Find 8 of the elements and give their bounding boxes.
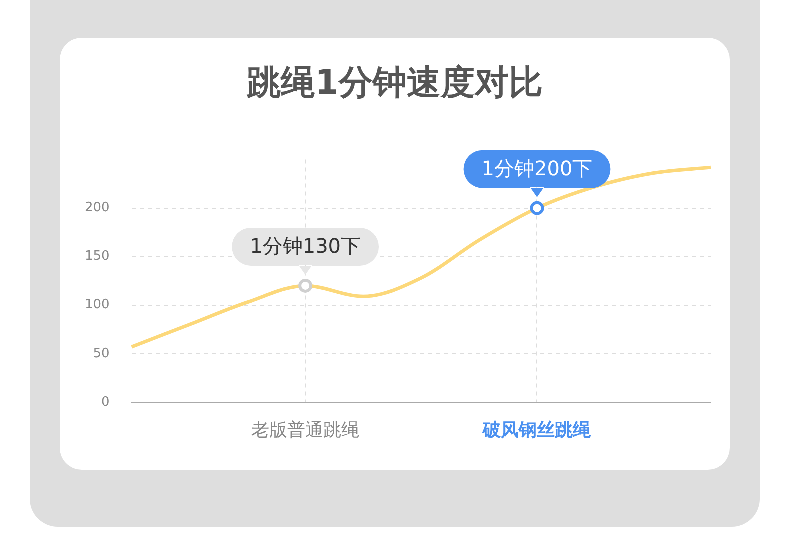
chart-title: 跳绳1分钟速度对比 (246, 62, 544, 105)
y-tick-label: 100 (84, 298, 110, 313)
y-tick-label: 50 (93, 346, 110, 362)
y-tick-label: 0 (102, 394, 110, 410)
y-tick-label: 200 (84, 200, 110, 216)
x-tick-label: 破风钢丝跳绳 (482, 420, 592, 441)
x-tick-label: 老版普通跳绳 (252, 420, 360, 441)
y-tick-label: 150 (84, 249, 110, 264)
